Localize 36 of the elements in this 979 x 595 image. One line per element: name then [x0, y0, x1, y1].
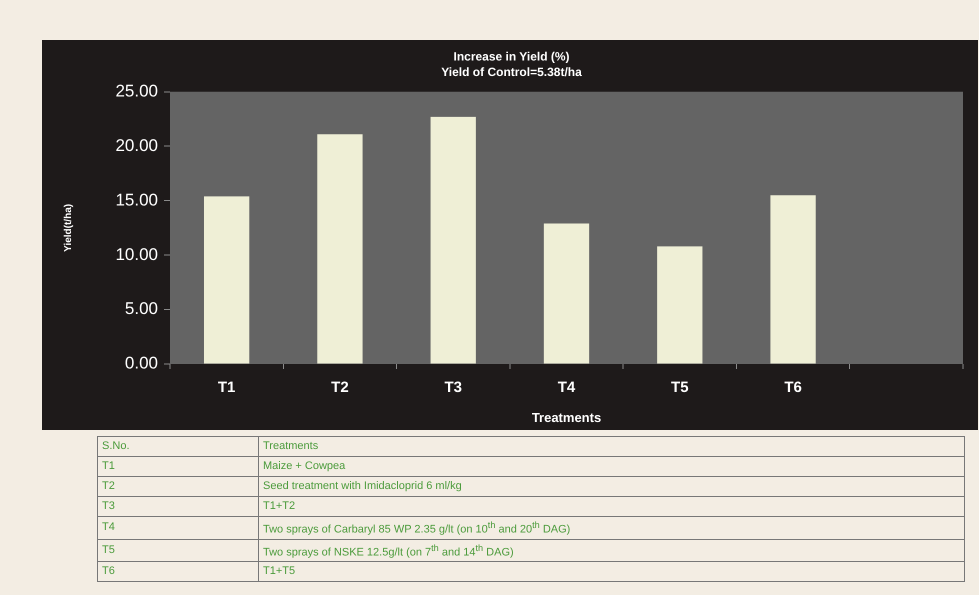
text: T5 — [98, 539, 258, 562]
x-tick-label: T6 — [784, 379, 802, 396]
bar — [770, 195, 816, 364]
text: T4 — [98, 516, 258, 540]
y-tick-label: 15.00 — [115, 190, 158, 210]
text: T3 — [98, 496, 258, 516]
y-tick-label: 20.00 — [115, 136, 158, 155]
bar — [430, 116, 476, 364]
text: T1+T5 — [258, 562, 964, 582]
bar — [317, 134, 363, 364]
y-tick-label: 5.00 — [124, 299, 158, 318]
text: Seed treatment with Imidacloprid 6 ml/kg — [258, 476, 964, 496]
text: T6 — [98, 562, 258, 582]
y-tick-label: 25.00 — [115, 81, 158, 100]
bar — [657, 246, 702, 364]
x-tick-label: T5 — [671, 379, 689, 396]
text: Maize + Cowpea — [258, 456, 964, 476]
x-tick-label: T2 — [331, 379, 349, 396]
x-axis-title: Treatments — [532, 410, 602, 425]
y-axis-title: Yield(t/ha) — [62, 204, 74, 252]
text: S.No. — [98, 436, 258, 456]
y-tick-label: 10.00 — [115, 244, 158, 264]
bar — [204, 196, 250, 364]
chart-subtitle: Yield of Control=5.38t/ha — [441, 64, 582, 79]
x-tick-label: T4 — [558, 379, 576, 396]
bar — [544, 224, 590, 364]
x-tick-label: T3 — [444, 379, 462, 396]
text: T1+T2 — [258, 496, 964, 516]
text: T1 — [98, 456, 258, 476]
x-tick-label: T1 — [218, 379, 236, 396]
text: Two sprays of Carbaryl 85 WP 2.35 g/lt (on 10$^{th}$ and 20$^{th}$ DAG) — [258, 516, 964, 540]
text: Two sprays of NSKE 12.5g/lt (on 7$^{th}$ and 14$^{th}$ DAG) — [258, 539, 964, 562]
chart-title: Increase in Yield (%) — [453, 50, 570, 64]
text: T2 — [98, 476, 258, 496]
y-tick-label: 0.00 — [124, 354, 158, 373]
text: Treatments — [258, 436, 964, 456]
